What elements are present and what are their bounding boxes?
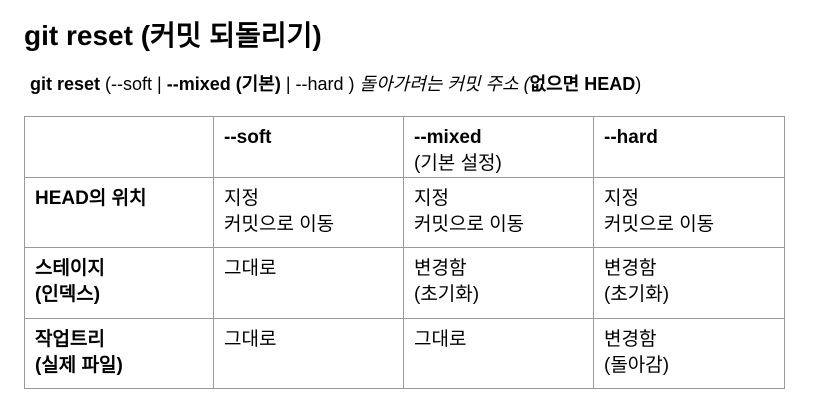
- table-row: HEAD의 위치 지정 커밋으로 이동 지정 커밋으로 이동 지정 커밋으로 이…: [24, 177, 785, 248]
- cell-line: 그대로: [224, 329, 277, 350]
- table-cell: 지정 커밋으로 이동: [593, 177, 785, 248]
- table-cell: 그대로: [213, 318, 404, 389]
- syntax-commit-desc: 돌아가려는 커밋 주소 (: [359, 74, 530, 94]
- cell-line: 변경함: [604, 258, 657, 279]
- syntax-options-rest: | --hard ): [280, 74, 360, 94]
- row-header-head: HEAD의 위치: [24, 177, 214, 248]
- syntax-default-note: 없으면 HEAD: [529, 74, 636, 94]
- row-header-line: 작업트리: [35, 329, 105, 350]
- cell-line: 커밋으로 이동: [224, 214, 335, 235]
- cell-line: 변경함: [414, 258, 467, 279]
- column-header-hard: --hard: [593, 116, 785, 178]
- table-row: 작업트리 (실제 파일) 그대로 그대로 변경함 (돌아감): [24, 318, 785, 389]
- cell-line: 지정: [224, 188, 259, 209]
- column-header-label: --hard: [604, 127, 658, 148]
- cell-line: 그대로: [414, 329, 467, 350]
- table-cell: 지정 커밋으로 이동: [403, 177, 594, 248]
- cell-line: 지정: [604, 188, 639, 209]
- syntax-option-mixed: --mixed (기본): [166, 74, 281, 94]
- syntax-close: ): [635, 74, 642, 94]
- column-header-label: --mixed: [414, 127, 482, 148]
- row-header-line: (인덱스): [35, 284, 101, 305]
- cell-line: (돌아감): [604, 355, 670, 376]
- cell-line: 변경함: [604, 329, 657, 350]
- table-cell: 지정 커밋으로 이동: [213, 177, 404, 248]
- cell-line: 커밋으로 이동: [414, 214, 525, 235]
- column-header-soft: --soft: [213, 116, 404, 178]
- table-cell: 그대로: [403, 318, 594, 389]
- cell-line: (초기화): [414, 284, 480, 305]
- row-header-line: 스테이지: [35, 258, 105, 279]
- page-title: git reset (커밋 되돌리기): [24, 20, 322, 51]
- column-header-mixed: --mixed (기본 설정): [403, 116, 594, 178]
- table-header-row: --soft --mixed (기본 설정) --hard: [24, 116, 785, 178]
- row-header-line: HEAD의 위치: [35, 188, 147, 209]
- cell-line: 커밋으로 이동: [604, 214, 715, 235]
- row-header-stage: 스테이지 (인덱스): [24, 247, 214, 319]
- row-header-line: (실제 파일): [35, 355, 123, 376]
- cell-line: 지정: [414, 188, 449, 209]
- syntax-line: git reset (--soft | --mixed (기본) | --har…: [30, 70, 641, 96]
- cell-line: 그대로: [224, 258, 277, 279]
- syntax-command: git reset: [30, 74, 101, 94]
- column-header-sub: (기본 설정): [414, 153, 502, 174]
- table-cell: 변경함 (초기화): [593, 247, 785, 319]
- row-header-worktree: 작업트리 (실제 파일): [24, 318, 214, 389]
- table-cell: 변경함 (돌아감): [593, 318, 785, 389]
- comparison-table: --soft --mixed (기본 설정) --hard HEAD의 위치 지…: [24, 116, 785, 389]
- syntax-options-open: (--soft |: [100, 74, 167, 94]
- table-row: 스테이지 (인덱스) 그대로 변경함 (초기화) 변경함 (초기화): [24, 247, 785, 319]
- table-cell: 변경함 (초기화): [403, 247, 594, 319]
- cell-line: (초기화): [604, 284, 670, 305]
- table-corner-cell: [24, 116, 214, 178]
- table-cell: 그대로: [213, 247, 404, 319]
- column-header-label: --soft: [224, 127, 272, 148]
